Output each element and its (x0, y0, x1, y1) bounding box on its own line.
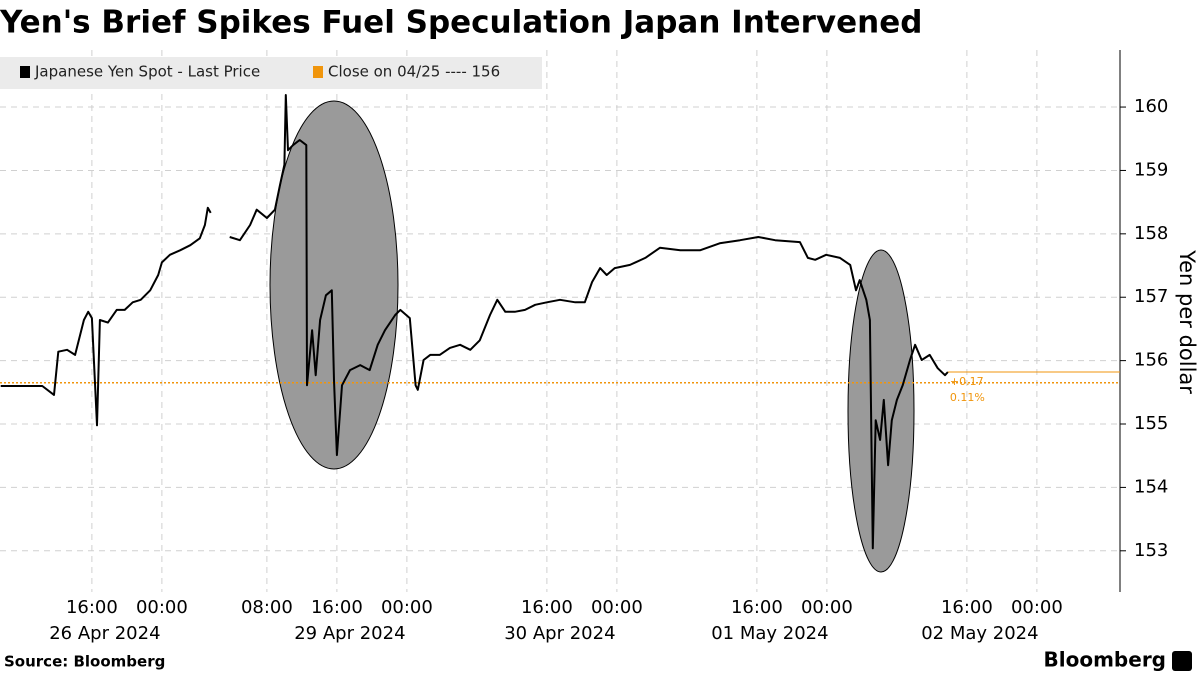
x-tick-label: 00:00 (591, 597, 643, 618)
grid (0, 50, 1120, 592)
x-date-label: 01 May 2024 (711, 623, 828, 644)
chart-title: Yen's Brief Spikes Fuel Speculation Japa… (0, 5, 922, 41)
x-date-label: 02 May 2024 (921, 623, 1038, 644)
brand: Bloomberg (1044, 648, 1166, 672)
legend-swatch (313, 66, 323, 78)
x-date-label: 30 Apr 2024 (504, 623, 615, 644)
x-date-label: 26 Apr 2024 (49, 623, 160, 644)
legend-label: Japanese Yen Spot - Last Price (34, 63, 260, 81)
highlight-ellipse (847, 249, 915, 573)
x-tick-label: 00:00 (1011, 597, 1063, 618)
y-tick-label: 155 (1134, 413, 1168, 434)
highlight-ellipse (269, 100, 399, 470)
brand-icon (1172, 651, 1192, 671)
x-tick-label: 16:00 (731, 597, 783, 618)
y-tick-label: 156 (1134, 350, 1168, 371)
legend-label: Close on 04/25 ---- 156 (328, 63, 500, 81)
x-tick-label: 16:00 (941, 597, 993, 618)
y-tick-label: 153 (1134, 540, 1168, 561)
x-tick-label: 16:00 (311, 597, 363, 618)
x-tick-label: 00:00 (381, 597, 433, 618)
y-tick-label: 160 (1134, 96, 1168, 117)
y-axis-title: Yen per dollar (1175, 249, 1199, 394)
y-tick-label: 159 (1134, 159, 1168, 180)
legend-swatch (20, 66, 30, 78)
y-tick-label: 157 (1134, 286, 1168, 307)
y-tick-label: 154 (1134, 476, 1168, 497)
legend-box (0, 57, 542, 89)
annotation: +0.17 (950, 375, 984, 388)
x-tick-label: 08:00 (241, 597, 293, 618)
annotation: 0.11% (950, 391, 985, 404)
y-tick-label: 158 (1134, 223, 1168, 244)
x-tick-label: 16:00 (66, 597, 118, 618)
x-tick-label: 00:00 (801, 597, 853, 618)
price-line (0, 94, 949, 550)
x-date-label: 29 Apr 2024 (294, 623, 405, 644)
x-tick-label: 00:00 (136, 597, 188, 618)
x-tick-label: 16:00 (521, 597, 573, 618)
source: Source: Bloomberg (4, 653, 165, 671)
